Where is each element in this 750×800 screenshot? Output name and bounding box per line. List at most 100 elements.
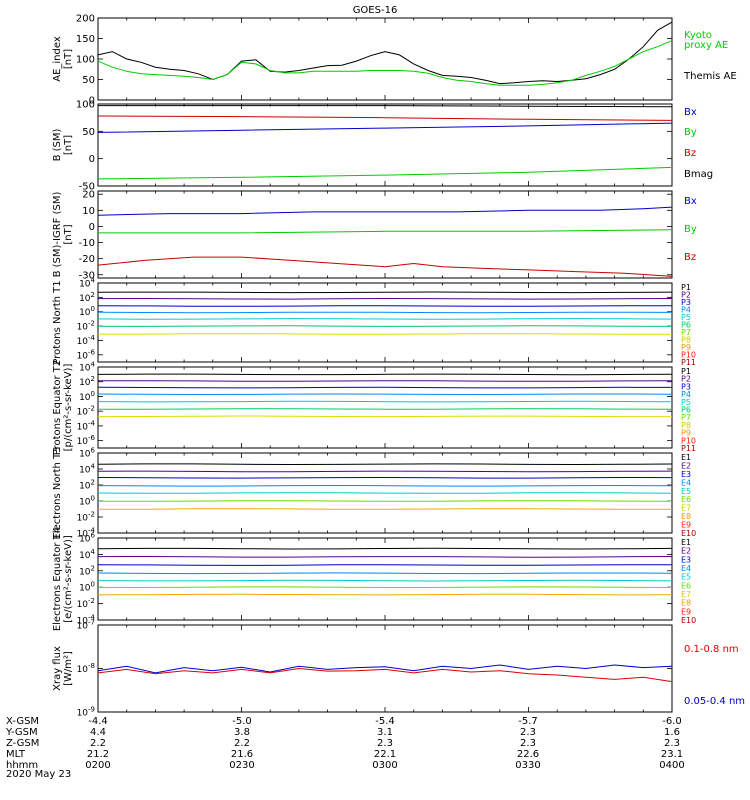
- channel-line-e7: [97, 593, 673, 596]
- legend-label: E5: [681, 487, 691, 496]
- axis-row-value: 0200: [85, 760, 110, 771]
- series-line-kyoto-proxy-ae: [97, 40, 673, 86]
- legend-label: E2: [681, 547, 691, 556]
- channel-line-e3: [97, 476, 673, 479]
- legend-label: P4: [681, 390, 691, 399]
- series-line-by: [97, 166, 673, 180]
- legend-label: E2: [681, 461, 691, 470]
- y-tick-label: 104: [79, 463, 95, 476]
- y-tick-label: -30: [79, 270, 95, 281]
- legend-label: E4: [681, 478, 691, 487]
- channel-line-p5: [97, 318, 673, 320]
- axis-row-value: 1.6: [664, 727, 680, 738]
- axis-row-value: 2.3: [377, 738, 393, 749]
- legend-label: P11: [681, 444, 696, 453]
- legend-label: 0.05-0.4 nm: [684, 696, 745, 707]
- channel-line-p4: [97, 311, 673, 314]
- legend-label: P5: [681, 398, 691, 407]
- y-tick-label: 0: [89, 222, 95, 233]
- legend-label: P10: [681, 351, 696, 360]
- y-tick-label: 10-2: [77, 320, 95, 333]
- legend-label: P8: [681, 336, 691, 345]
- legend-label: Bz: [684, 148, 696, 159]
- legend-label: E6: [681, 581, 691, 590]
- channel-line-e6: [97, 586, 673, 589]
- legend-label: By: [684, 127, 697, 138]
- legend-label: E4: [681, 564, 691, 573]
- y-axis-label: B (SM)[nT]: [52, 128, 74, 161]
- axis-row-label: Y-GSM: [5, 727, 38, 738]
- axis-row-value: 2.3: [520, 738, 536, 749]
- axis-row-value: 2.3: [664, 738, 680, 749]
- channel-line-p7: [97, 415, 672, 418]
- panel-frame: [97, 282, 673, 363]
- axis-row-value: 23.1: [661, 749, 683, 760]
- axis-row-value: 21.6: [231, 749, 253, 760]
- legend-label: Kyoto: [684, 30, 712, 41]
- legend-label: Bz: [684, 252, 696, 263]
- legend-label: Bx: [684, 107, 697, 118]
- axis-row-value: 0330: [515, 760, 540, 771]
- channel-line-p6: [97, 408, 673, 410]
- channel-line-p4: [97, 393, 673, 396]
- axis-row-value: 21.2: [87, 749, 109, 760]
- panel-frame: [97, 537, 673, 621]
- panel-frame: [97, 17, 673, 101]
- series-line-bx: [97, 122, 673, 133]
- series-line-0-1-0-8-nm: [97, 667, 673, 683]
- y-tick-label: 150: [76, 34, 95, 45]
- series-line-themis-ae: [97, 21, 673, 85]
- legend-label: E10: [681, 529, 696, 538]
- legend-label: E9: [681, 607, 691, 616]
- channel-line-p3: [97, 305, 673, 307]
- y-tick-label: 50: [82, 75, 95, 86]
- legend-label: E5: [681, 573, 691, 582]
- legend-label: 0.1-0.8 nm: [684, 644, 739, 655]
- axis-row-value: 0400: [659, 760, 684, 771]
- y-tick-label: 102: [79, 564, 95, 577]
- y-tick-label: 0: [89, 96, 95, 107]
- axis-row-value: 0230: [229, 760, 254, 771]
- y-tick-label: 0: [89, 154, 95, 165]
- y-tick-label: 100: [79, 581, 95, 594]
- legend-label: E7: [681, 504, 691, 513]
- figure-title: GOES-16: [353, 5, 398, 16]
- legend-label: proxy AE: [684, 40, 728, 51]
- y-axis-label: Electrons North T3: [52, 446, 63, 539]
- legend-label: By: [684, 224, 697, 235]
- y-tick-label: 102: [79, 479, 95, 492]
- y-tick-label: 10-4: [77, 527, 96, 540]
- y-tick-label: 10-7: [77, 619, 95, 632]
- y-tick-label: 10-9: [77, 706, 95, 719]
- y-tick-label: 100: [76, 55, 95, 66]
- y-tick-label: 20: [82, 190, 95, 201]
- channel-line-e1: [97, 463, 673, 466]
- channel-line-e2: [97, 555, 673, 558]
- channel-line-e5: [97, 579, 673, 582]
- channel-line-p1: [97, 291, 673, 294]
- legend-label: P6: [681, 406, 691, 415]
- legend-label: P8: [681, 421, 691, 430]
- legend-label: P7: [681, 328, 691, 337]
- y-tick-label: 100: [76, 100, 95, 111]
- channel-line-p5: [97, 400, 673, 403]
- channel-line-e1: [97, 547, 673, 550]
- legend-label: E10: [681, 616, 696, 625]
- channel-line-e5: [97, 492, 673, 494]
- y-tick-label: -20: [79, 254, 95, 265]
- legend-label: E3: [681, 555, 691, 564]
- legend-label: P2: [681, 375, 691, 384]
- axis-row-value: 0300: [372, 760, 397, 771]
- date-label: 2020 May 23: [6, 769, 71, 780]
- panel-frame: [97, 190, 673, 279]
- legend-label: E7: [681, 590, 691, 599]
- axis-row-value: -4.4: [88, 716, 108, 727]
- axis-row-value: 2.2: [90, 738, 106, 749]
- series-line-bz: [97, 115, 673, 121]
- channel-line-p2: [97, 297, 673, 300]
- legend-label: P1: [681, 367, 691, 376]
- y-tick-label: 10-8: [77, 662, 95, 675]
- y-tick-label: 102: [79, 375, 95, 388]
- y-tick-label: 10: [82, 206, 95, 217]
- axis-row-label: MLT: [6, 749, 26, 760]
